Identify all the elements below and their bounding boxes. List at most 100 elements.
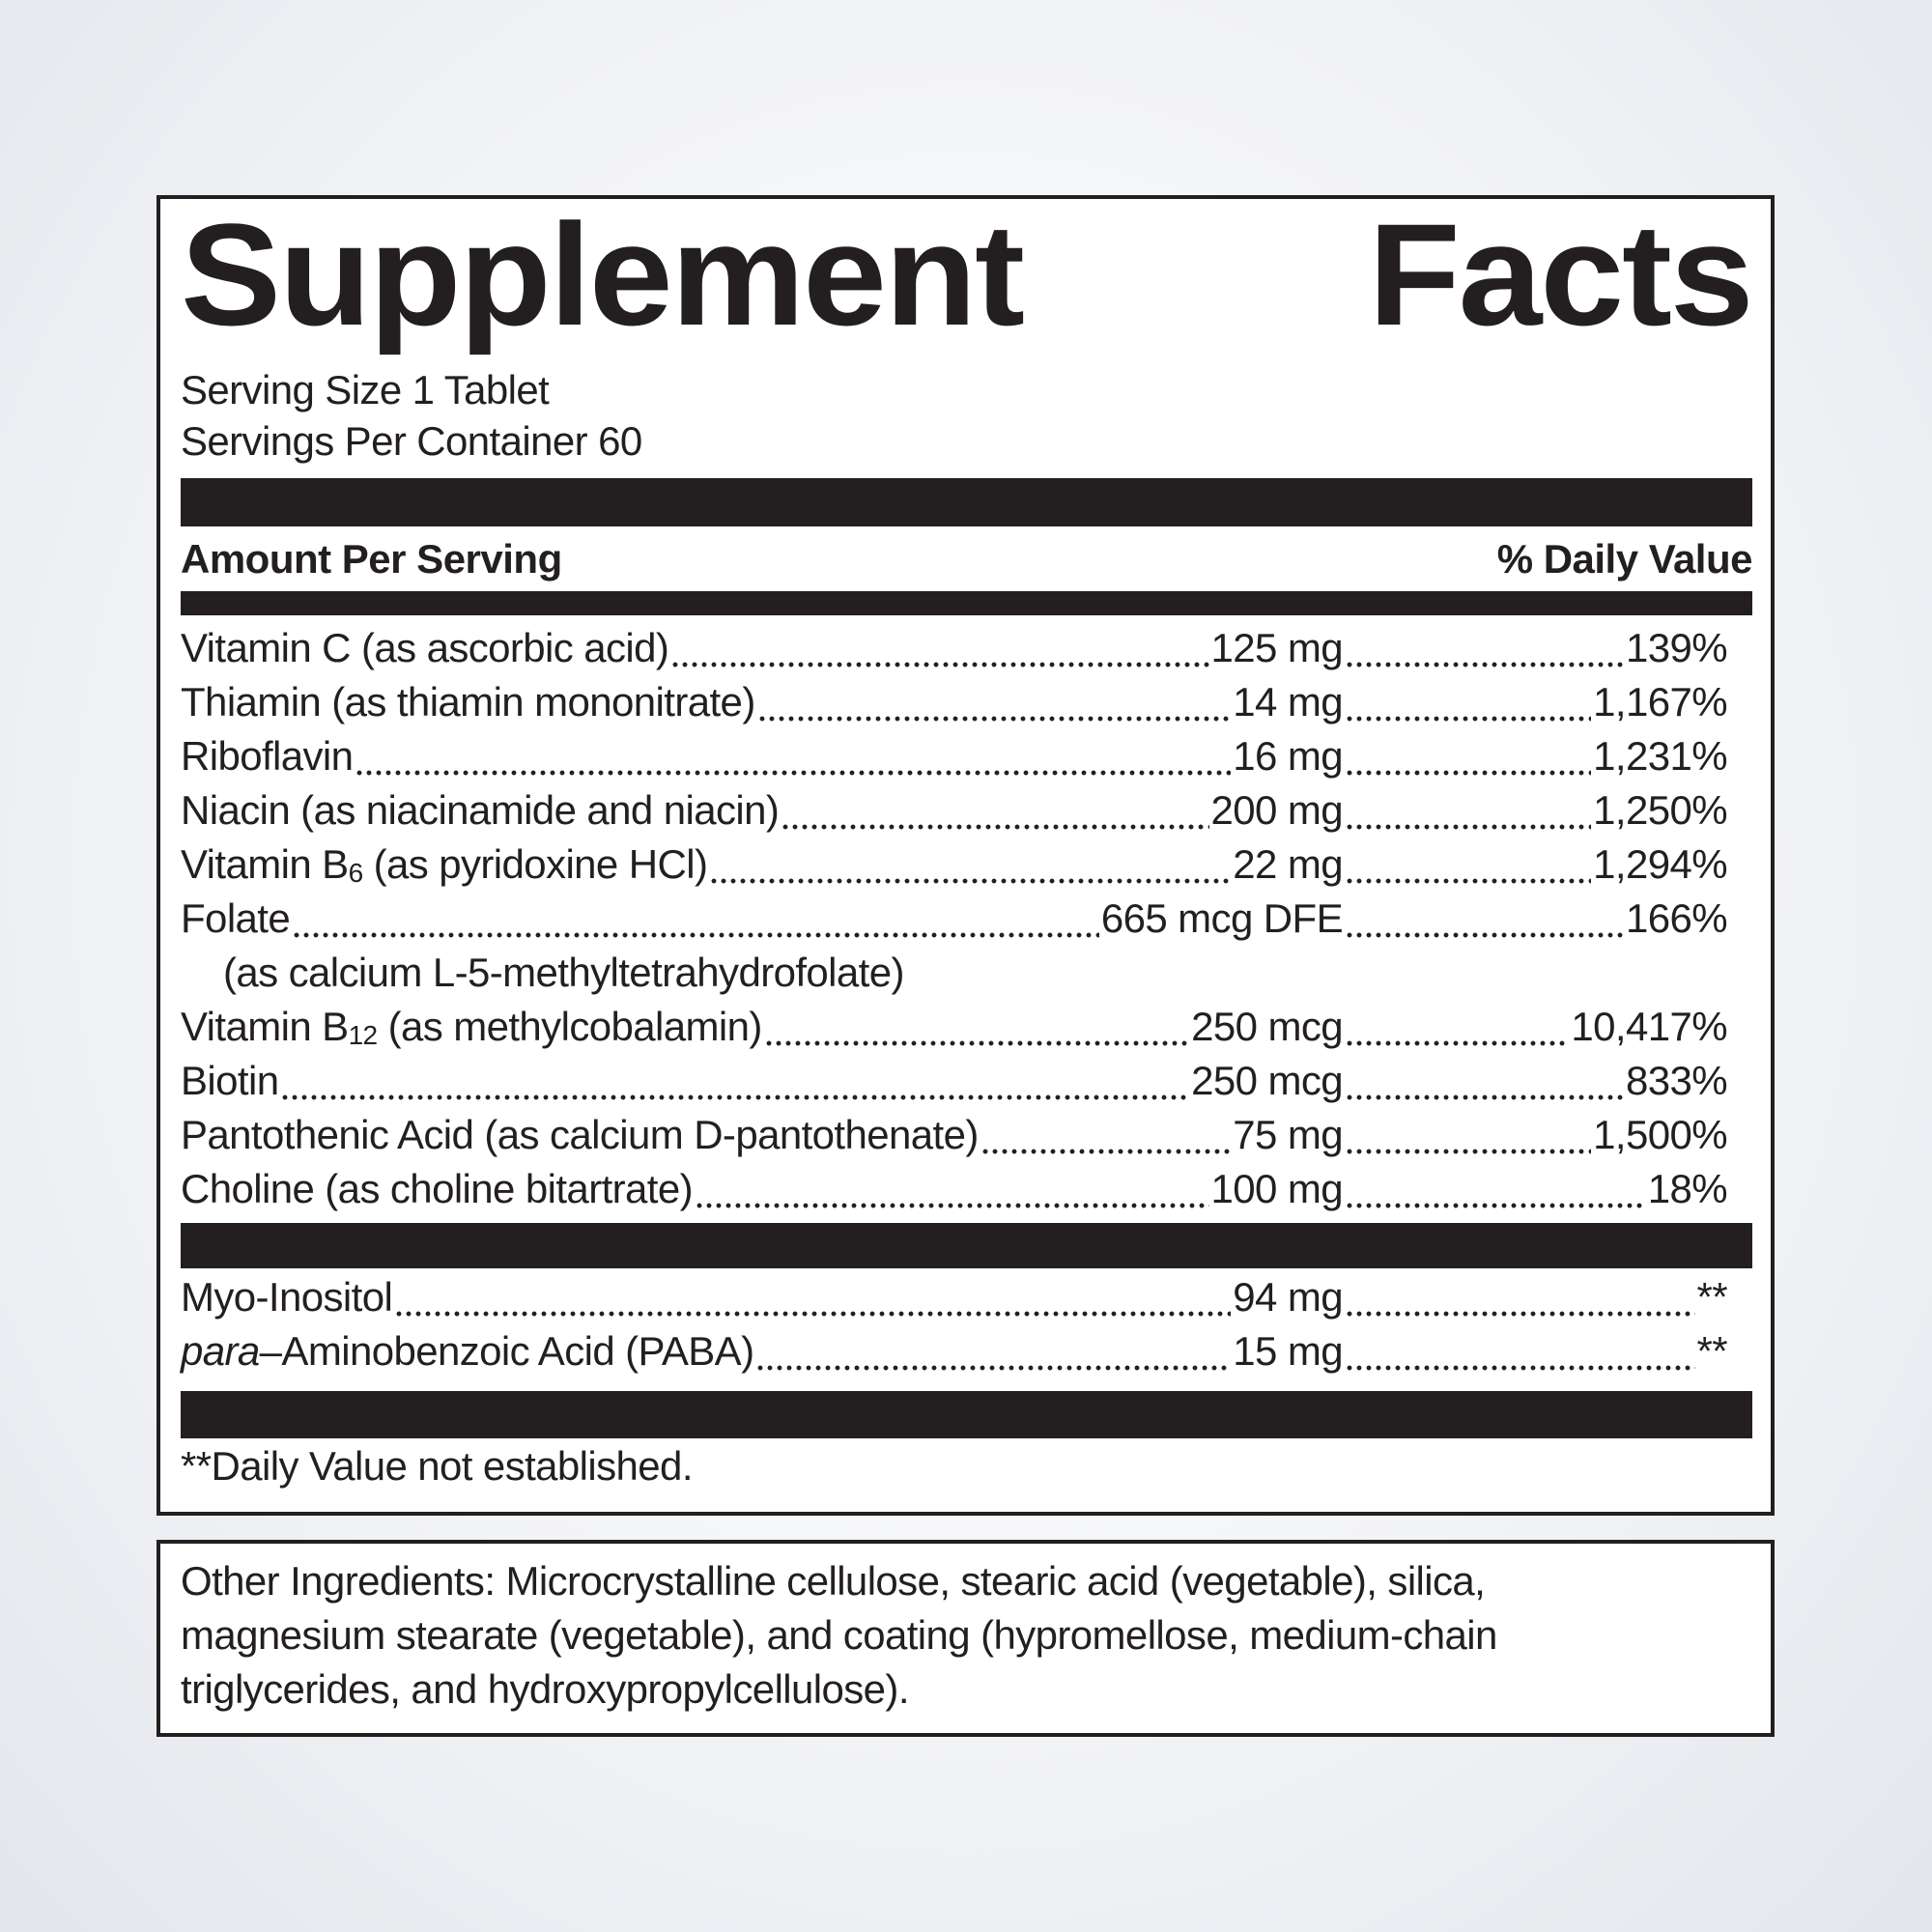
daily-value: 10,417% (1571, 1004, 1727, 1049)
nutrient-row: Thiamin (as thiamin mononitrate) 14 mg 1,… (181, 675, 1752, 729)
daily-value-cell: 1,167% (1343, 675, 1728, 729)
subscript: 12 (348, 1020, 379, 1050)
nutrient-name: Vitamin B12 (as methylcobalamin) (181, 1000, 762, 1054)
supplement-facts-panel: Supplement Facts Serving Size 1 Tablet S… (156, 195, 1775, 1516)
daily-value-cell: 1,500% (1343, 1108, 1728, 1162)
name-amount: Thiamin (as thiamin mononitrate) 14 mg (181, 675, 1344, 729)
daily-value: 166% (1625, 895, 1728, 941)
other-ingredients-panel: Other Ingredients: Microcrystalline cell… (156, 1540, 1775, 1737)
daily-value: 1,294% (1593, 841, 1727, 887)
nutrient-row: Vitamin C (as ascorbic acid) 125 mg 139% (181, 621, 1752, 675)
leader-dots (670, 621, 1209, 675)
daily-value: 1,500% (1593, 1112, 1727, 1157)
leader-dots (1345, 729, 1592, 783)
leader-dots (1345, 1054, 1624, 1108)
nutrient-name: Folate (181, 892, 291, 946)
leader-dots (755, 1324, 1232, 1378)
daily-value-cell: ** (1343, 1324, 1728, 1378)
name-amount: Riboflavin 16 mg (181, 729, 1344, 783)
daily-value: 1,167% (1593, 679, 1727, 724)
daily-value: ** (1696, 1274, 1728, 1320)
daily-value: 833% (1625, 1058, 1728, 1103)
nutrient-row: Biotin 250 mcg 833% (181, 1054, 1752, 1108)
italic-text: para (181, 1328, 260, 1374)
name-amount: Pantothenic Acid (as calcium D-pantothen… (181, 1108, 1344, 1162)
nutrient-list: Vitamin C (as ascorbic acid) 125 mg 139% Th… (181, 621, 1752, 1216)
amount: 22 mg (1233, 841, 1343, 887)
nutrient-name: Pantothenic Acid (as calcium D-pantothen… (181, 1108, 979, 1162)
thick-rule (181, 478, 1752, 526)
leader-dots (292, 892, 1099, 946)
daily-value-cell: 166% (1343, 892, 1728, 946)
title-word: Facts (1368, 193, 1753, 355)
leader-dots (1345, 783, 1592, 838)
nutrient-name: Thiamin (as thiamin mononitrate) (181, 675, 755, 729)
name-amount: Choline (as choline bitartrate) 100 mg (181, 1162, 1344, 1216)
name-text: Vitamin B (181, 1004, 349, 1049)
subscript: 6 (348, 858, 364, 888)
nutrient-name: Vitamin B6 (as pyridoxine HCl) (181, 838, 708, 892)
leader-dots (1345, 1108, 1592, 1162)
leader-dots (394, 1270, 1232, 1324)
nutrient-row: Myo-Inositol 94 mg ** (181, 1270, 1752, 1324)
leader-dots (355, 729, 1232, 783)
name-text: Riboflavin (181, 733, 354, 779)
name-text: Myo-Inositol (181, 1274, 393, 1320)
daily-value-cell: 139% (1343, 621, 1728, 675)
name-text: (as pyridoxine HCl) (362, 841, 708, 887)
title-word: Supplement (181, 193, 1025, 355)
servings-per-container: Servings Per Container 60 (181, 418, 642, 464)
amount: 75 mg (1233, 1112, 1343, 1157)
amount: 14 mg (1233, 679, 1343, 724)
name-amount: Niacin (as niacinamide and niacin) 200 mg (181, 783, 1344, 838)
nutrient-row: Pantothenic Acid (as calcium D-pantothen… (181, 1108, 1752, 1162)
daily-value: 139% (1625, 625, 1728, 670)
daily-value-cell: 1,250% (1343, 783, 1728, 838)
nutrient-row: Folate 665 mcg DFE 166% (181, 892, 1752, 946)
ingredients-line: Other Ingredients: Microcrystalline cell… (181, 1558, 1486, 1604)
nutrient-name: Choline (as choline bitartrate) (181, 1162, 694, 1216)
nutrient-row: Choline (as choline bitartrate) 100 mg 18… (181, 1162, 1752, 1216)
amount: 125 mg (1210, 625, 1344, 670)
medium-rule (181, 591, 1752, 615)
nutrient-name: Niacin (as niacinamide and niacin) (181, 783, 780, 838)
leader-dots (1345, 675, 1592, 729)
daily-value: 18% (1647, 1166, 1728, 1211)
nutrient-row: Vitamin B6 (as pyridoxine HCl) 22 mg 1,294… (181, 838, 1752, 892)
nutrient-row: Vitamin B12 (as methylcobalamin) 250 mcg 1… (181, 1000, 1752, 1054)
leader-dots (1345, 1000, 1570, 1054)
amount: 16 mg (1233, 733, 1343, 779)
amount: 665 mcg DFE (1100, 895, 1344, 941)
name-text: –Aminobenzoic Acid (PABA) (259, 1328, 754, 1374)
daily-value-cell: 10,417% (1343, 1000, 1728, 1054)
leader-dots (756, 675, 1232, 729)
name-amount: Vitamin C (as ascorbic acid) 125 mg (181, 621, 1344, 675)
name-amount: para–Aminobenzoic Acid (PABA) 15 mg (181, 1324, 1344, 1378)
leader-dots (1345, 1270, 1695, 1324)
name-text: Choline (as choline bitartrate) (181, 1166, 694, 1211)
leader-dots (1345, 1162, 1646, 1216)
ingredients-line: triglycerides, and hydroxypropylcellulos… (181, 1666, 909, 1712)
daily-value-cell: 1,231% (1343, 729, 1728, 783)
nutrient-row: Niacin (as niacinamide and niacin) 200 mg… (181, 783, 1752, 838)
nutrient-note-row: (as calcium L-5-methyltetrahydrofolate) (181, 946, 1752, 1000)
name-text: Biotin (181, 1058, 279, 1103)
leader-dots (781, 783, 1209, 838)
leader-dots (980, 1108, 1232, 1162)
nutrient-name: para–Aminobenzoic Acid (PABA) (181, 1324, 754, 1378)
name-text: Pantothenic Acid (as calcium D-pantothen… (181, 1112, 979, 1157)
name-text: Thiamin (as thiamin mononitrate) (181, 679, 755, 724)
header-right: % Daily Value (1496, 536, 1753, 582)
amount: 250 mcg (1191, 1004, 1343, 1049)
header-left: Amount Per Serving (181, 536, 562, 582)
panel-content: Supplement Facts Serving Size 1 Tablet S… (181, 193, 1754, 1492)
amount: 94 mg (1233, 1274, 1343, 1320)
nutrient-name: Myo-Inositol (181, 1270, 393, 1324)
name-amount: Myo-Inositol 94 mg (181, 1270, 1344, 1324)
daily-value-cell: 18% (1343, 1162, 1728, 1216)
name-amount: Folate 665 mcg DFE (181, 892, 1344, 946)
daily-value-cell: 1,294% (1343, 838, 1728, 892)
nutrient-name: Riboflavin (181, 729, 354, 783)
daily-value: ** (1696, 1328, 1728, 1374)
